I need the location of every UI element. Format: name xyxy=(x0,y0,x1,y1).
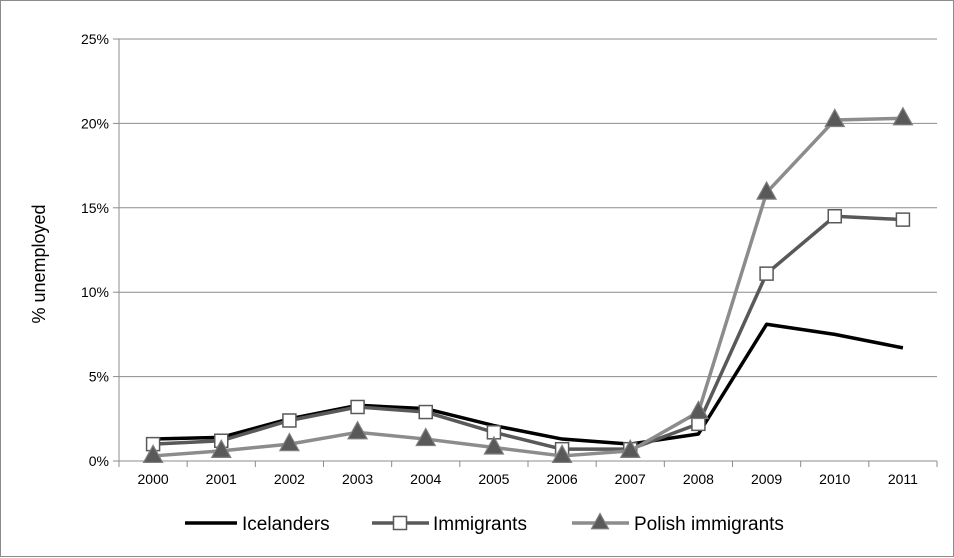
legend-item: Polish immigrants xyxy=(572,512,784,535)
series-icelanders xyxy=(153,322,904,446)
x-tick-label: 2009 xyxy=(751,471,782,487)
data-point-marker xyxy=(347,420,369,440)
data-point-marker xyxy=(824,108,846,128)
legend-label: Polish immigrants xyxy=(634,514,784,535)
x-tick-label: 2004 xyxy=(410,471,441,487)
data-point-marker xyxy=(278,432,300,452)
legend-label: Icelanders xyxy=(242,514,330,535)
data-point-marker xyxy=(827,208,842,224)
y-tick-label: 10% xyxy=(81,284,109,300)
series-immigrants xyxy=(145,208,911,457)
y-axis-title: % unemployed xyxy=(29,204,49,323)
legend-item: Immigrants xyxy=(372,514,527,535)
y-tick-label: 20% xyxy=(81,115,109,131)
data-point-marker xyxy=(483,435,505,455)
data-point-marker xyxy=(892,106,914,126)
series-polish-immigrants xyxy=(142,106,914,464)
x-tick-label: 2005 xyxy=(478,471,509,487)
legend: Icelanders Immigrants Polish immigrants xyxy=(185,512,784,535)
legend-label: Immigrants xyxy=(433,514,527,535)
y-axis-tick-labels: 0% 5% 10% 15% 20% 25% xyxy=(81,31,109,469)
data-point-marker xyxy=(418,404,433,420)
y-tick-label: 25% xyxy=(81,31,109,47)
gridlines xyxy=(119,38,937,378)
data-point-marker xyxy=(895,212,911,227)
legend-marker xyxy=(590,512,610,530)
data-point-marker xyxy=(282,413,297,428)
x-tick-label: 2006 xyxy=(547,471,578,487)
data-point-marker xyxy=(759,266,774,281)
data-point-marker xyxy=(619,439,641,458)
y-tick-label: 0% xyxy=(89,453,109,469)
y-tick-label: 5% xyxy=(89,369,109,385)
series-line xyxy=(152,214,904,451)
data-point-marker xyxy=(415,427,437,447)
data-point-marker xyxy=(210,439,232,458)
x-tick-label: 2010 xyxy=(819,471,850,487)
x-tick-label: 2002 xyxy=(274,471,305,487)
data-point-marker xyxy=(551,444,573,464)
y-tick-label: 15% xyxy=(81,200,109,216)
x-tick-label: 2000 xyxy=(138,471,169,487)
legend-item: Icelanders xyxy=(185,514,330,535)
data-point-marker xyxy=(350,399,365,415)
x-tick-label: 2003 xyxy=(342,471,373,487)
series-line xyxy=(152,116,903,458)
data-point-marker xyxy=(756,180,778,200)
data-point-marker xyxy=(691,416,706,432)
legend-marker xyxy=(392,515,408,531)
data-point-marker xyxy=(687,400,709,420)
x-tick-label: 2001 xyxy=(206,471,237,487)
series-line xyxy=(153,322,904,446)
axes xyxy=(113,38,938,467)
x-tick-label: 2007 xyxy=(615,471,646,487)
x-tick-label: 2011 xyxy=(888,471,918,487)
x-axis-tick-labels: 2000 2001 2002 2003 2004 2005 2006 2007 2008 2009… xyxy=(138,471,919,487)
data-point-marker xyxy=(142,444,164,464)
x-tick-label: 2008 xyxy=(683,471,714,487)
series-group xyxy=(142,106,914,464)
